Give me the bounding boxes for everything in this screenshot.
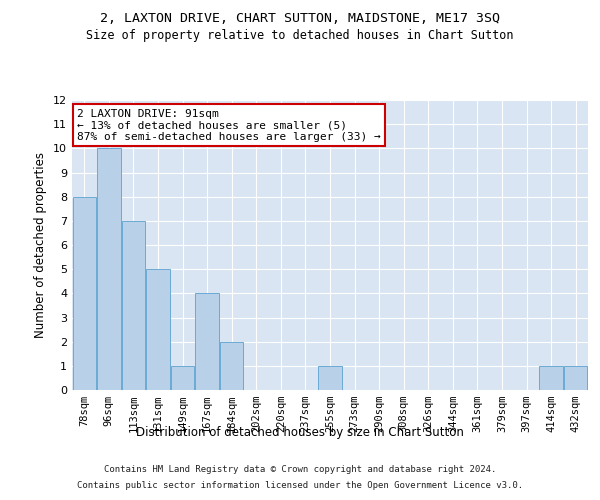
Text: 2 LAXTON DRIVE: 91sqm
← 13% of detached houses are smaller (5)
87% of semi-detac: 2 LAXTON DRIVE: 91sqm ← 13% of detached … — [77, 108, 381, 142]
Y-axis label: Number of detached properties: Number of detached properties — [34, 152, 47, 338]
Bar — [73, 196, 96, 390]
Bar — [539, 366, 563, 390]
Text: Size of property relative to detached houses in Chart Sutton: Size of property relative to detached ho… — [86, 29, 514, 42]
Bar — [319, 366, 341, 390]
Bar — [97, 148, 121, 390]
Text: 2, LAXTON DRIVE, CHART SUTTON, MAIDSTONE, ME17 3SQ: 2, LAXTON DRIVE, CHART SUTTON, MAIDSTONE… — [100, 12, 500, 26]
Bar — [564, 366, 587, 390]
Bar — [196, 294, 219, 390]
Bar — [220, 342, 244, 390]
Bar — [171, 366, 194, 390]
Bar — [146, 269, 170, 390]
Bar — [122, 221, 145, 390]
Text: Contains HM Land Registry data © Crown copyright and database right 2024.: Contains HM Land Registry data © Crown c… — [104, 466, 496, 474]
Text: Distribution of detached houses by size in Chart Sutton: Distribution of detached houses by size … — [136, 426, 464, 439]
Text: Contains public sector information licensed under the Open Government Licence v3: Contains public sector information licen… — [77, 480, 523, 490]
